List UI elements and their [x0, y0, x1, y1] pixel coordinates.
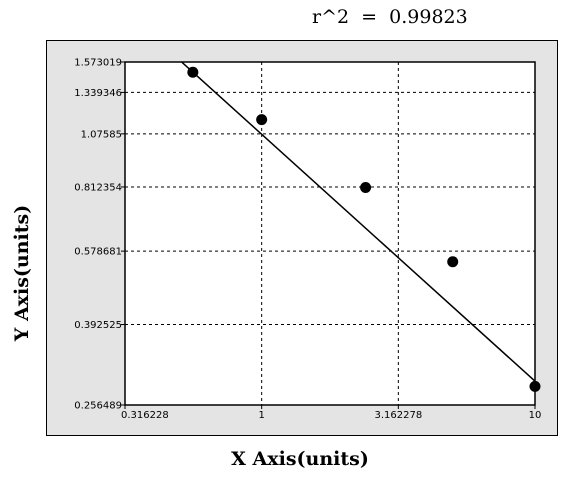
data-point [187, 66, 199, 78]
data-point [360, 182, 372, 194]
plot-area [125, 62, 535, 405]
x-tick-label: 10 [529, 410, 542, 421]
y-tick-label: 0.256489 [74, 401, 122, 412]
x-tick-label: 3.162278 [374, 410, 422, 421]
fit-line [180, 62, 535, 383]
x-tick-label: 0.316228 [121, 410, 169, 421]
y-tick-label: 1.573019 [74, 58, 122, 69]
plot-border [124, 61, 536, 406]
x-tick-label: 1 [258, 410, 264, 421]
data-point [256, 114, 268, 126]
x-axis-label: X Axis(units) [231, 448, 369, 470]
data-point [529, 380, 541, 392]
data-point [447, 256, 459, 268]
y-tick-label: 0.812354 [74, 182, 122, 193]
y-tick-label: 1.07585 [81, 129, 122, 140]
y-tick-label: 1.339346 [74, 88, 122, 99]
r-squared-title: r^2 = 0.99823 [312, 6, 468, 28]
y-tick-label: 0.392525 [74, 320, 122, 331]
y-tick-label: 0.578681 [74, 247, 122, 258]
